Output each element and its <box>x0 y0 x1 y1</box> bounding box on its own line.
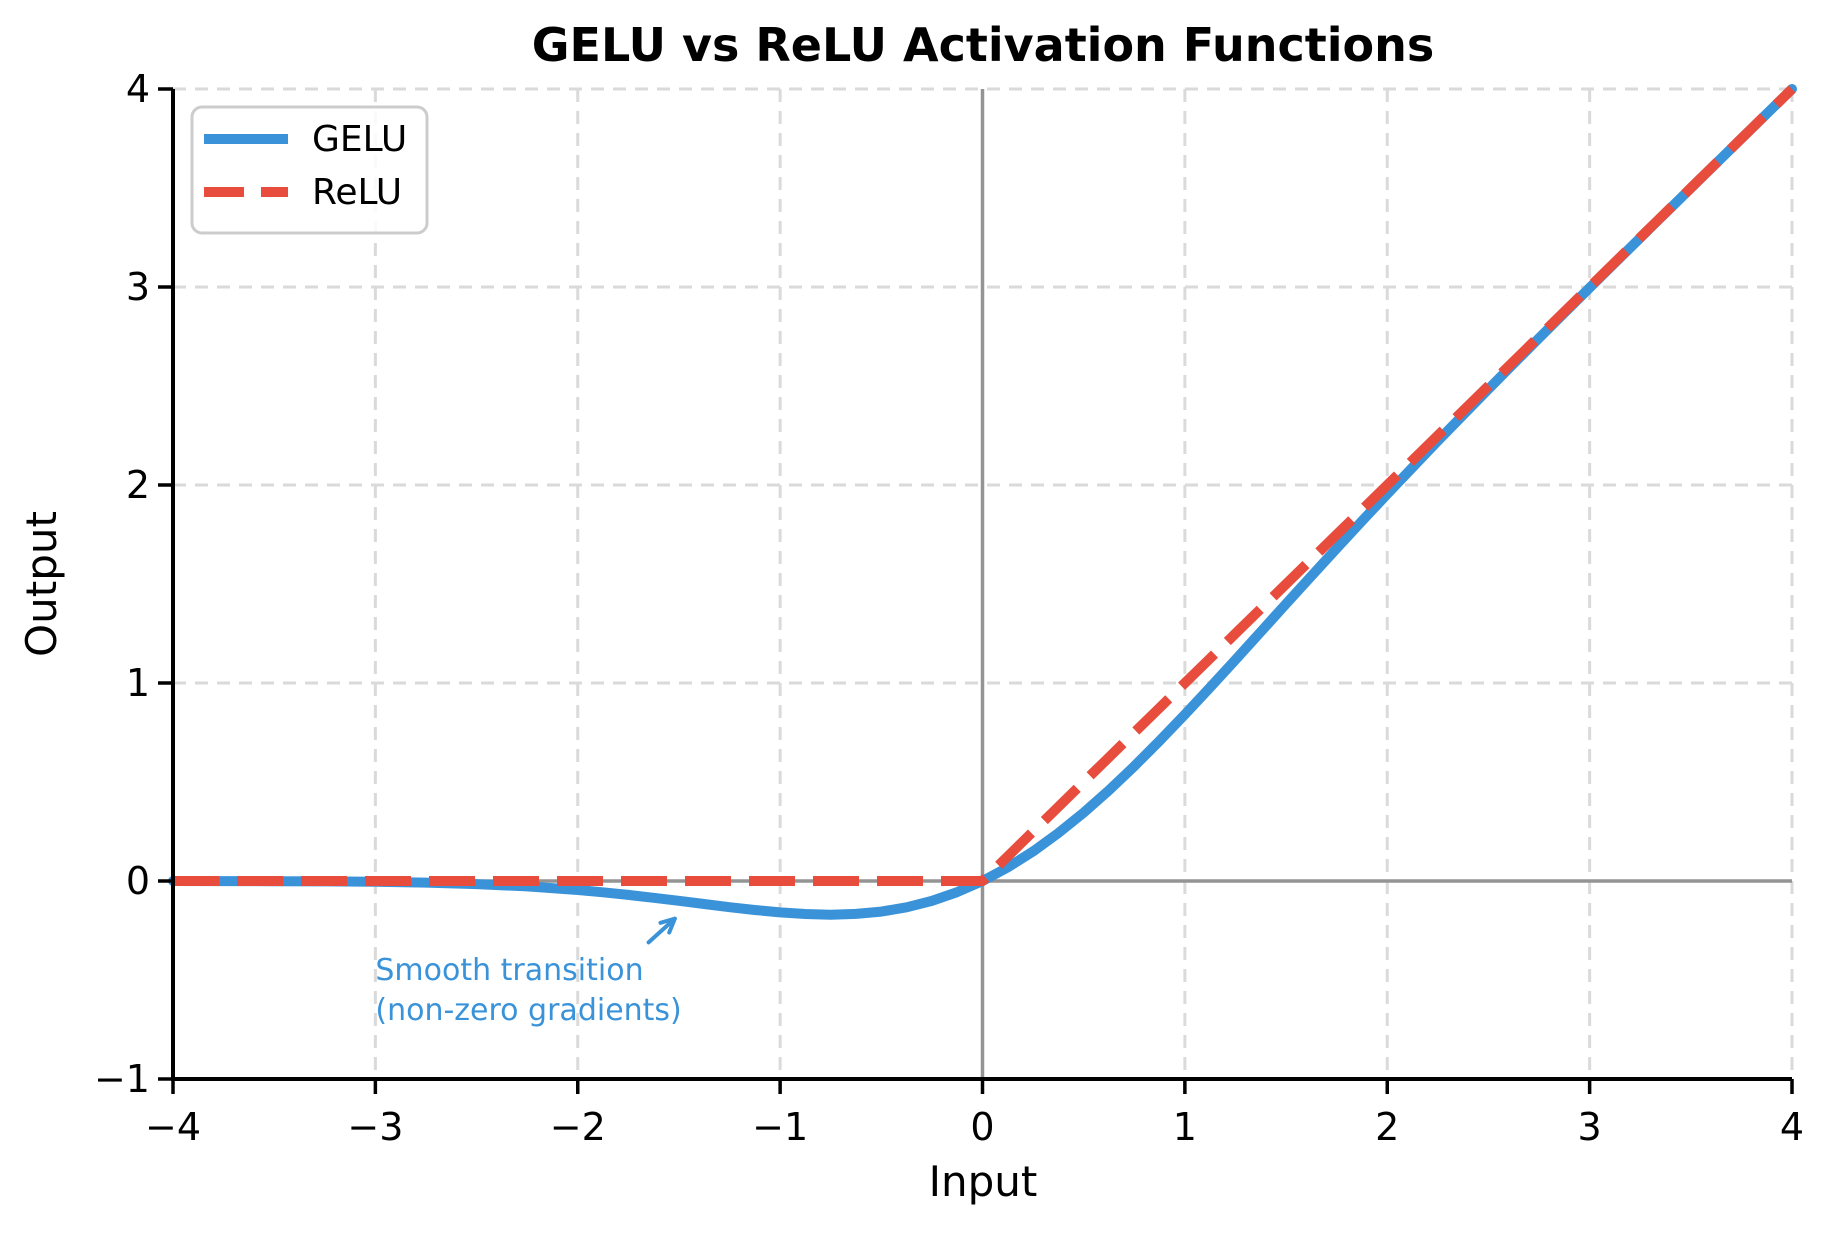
y-tick-label: 4 <box>126 67 150 111</box>
axis-ticks <box>158 87 1794 1094</box>
annotation-arrow-icon <box>646 916 677 945</box>
series-curves <box>168 84 1797 920</box>
y-tick-label: 2 <box>126 463 150 507</box>
x-tick-label: 0 <box>970 1105 994 1149</box>
x-tick-label: 1 <box>1173 1105 1197 1149</box>
legend-label-gelu: GELU <box>312 119 407 160</box>
x-axis-label: Input <box>929 1157 1038 1206</box>
x-tick-label: −3 <box>347 1105 403 1149</box>
annotation-line-2: (non-zero gradients) <box>375 993 681 1028</box>
annotation-line-1: Smooth transition <box>375 953 643 988</box>
annotation: Smooth transition (non-zero gradients) <box>375 916 682 1028</box>
y-axis-label: Output <box>17 511 66 657</box>
x-tick-label: −1 <box>752 1105 808 1149</box>
x-tick-label: −4 <box>145 1105 201 1149</box>
relu-curve <box>173 85 1796 886</box>
legend: GELU ReLU <box>190 105 429 235</box>
y-tick-label: 3 <box>126 265 150 309</box>
tick-labels: −4 −3 −2 −1 0 1 2 3 4 −1 0 1 2 3 4 <box>94 67 1804 1149</box>
x-tick-label: 3 <box>1578 1105 1602 1149</box>
legend-label-relu: ReLU <box>312 172 402 213</box>
x-tick-label: −2 <box>550 1105 606 1149</box>
y-tick-label: 1 <box>126 661 150 705</box>
y-tick-label: −1 <box>94 1057 150 1101</box>
chart-title: GELU vs ReLU Activation Functions <box>532 18 1434 72</box>
x-tick-label: 4 <box>1780 1105 1804 1149</box>
zero-lines <box>173 89 1792 1079</box>
y-tick-label: 0 <box>126 859 150 903</box>
x-tick-label: 2 <box>1375 1105 1399 1149</box>
